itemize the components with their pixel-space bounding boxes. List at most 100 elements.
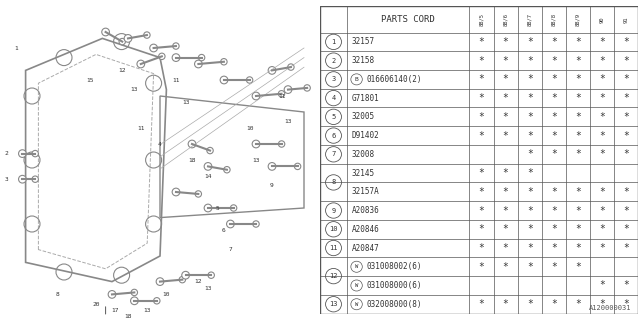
Text: *: *: [623, 281, 629, 291]
Circle shape: [221, 59, 227, 65]
Text: 11: 11: [329, 245, 338, 251]
Text: *: *: [575, 131, 581, 140]
Text: *: *: [599, 243, 605, 253]
Text: 4: 4: [332, 95, 335, 101]
Text: *: *: [527, 187, 532, 197]
Text: *: *: [599, 224, 605, 234]
Text: *: *: [575, 299, 581, 309]
Text: 32158: 32158: [352, 56, 375, 65]
Text: *: *: [551, 299, 557, 309]
Text: *: *: [575, 74, 581, 84]
Text: *: *: [599, 112, 605, 122]
Circle shape: [108, 291, 116, 298]
Text: 2: 2: [4, 151, 8, 156]
Circle shape: [119, 38, 125, 45]
Text: 88/7: 88/7: [527, 13, 532, 26]
Text: *: *: [502, 224, 509, 234]
Text: 11: 11: [137, 125, 145, 131]
Text: *: *: [479, 74, 484, 84]
Text: *: *: [599, 205, 605, 216]
Text: *: *: [479, 187, 484, 197]
Circle shape: [172, 54, 180, 61]
Text: 32145: 32145: [352, 169, 375, 178]
Text: *: *: [551, 243, 557, 253]
Text: *: *: [599, 56, 605, 66]
Circle shape: [253, 221, 259, 227]
Circle shape: [154, 298, 160, 304]
Text: B: B: [355, 77, 358, 82]
Text: *: *: [623, 205, 629, 216]
Text: 11: 11: [172, 77, 180, 83]
Text: *: *: [479, 262, 484, 272]
Text: PARTS CORD: PARTS CORD: [381, 15, 435, 24]
Text: *: *: [502, 112, 509, 122]
Text: 7: 7: [228, 247, 232, 252]
Text: 8: 8: [56, 292, 60, 297]
Text: *: *: [575, 187, 581, 197]
Text: A20846: A20846: [352, 225, 380, 234]
Text: D91402: D91402: [352, 131, 380, 140]
Text: A20847: A20847: [352, 244, 380, 252]
Text: *: *: [575, 149, 581, 159]
Circle shape: [268, 163, 276, 170]
Text: *: *: [527, 93, 532, 103]
Circle shape: [252, 140, 260, 148]
Circle shape: [182, 271, 189, 279]
Circle shape: [204, 163, 212, 170]
Circle shape: [294, 163, 301, 170]
Text: *: *: [527, 112, 532, 122]
Circle shape: [172, 188, 180, 196]
Text: *: *: [551, 262, 557, 272]
Text: *: *: [623, 243, 629, 253]
Text: 9: 9: [270, 183, 274, 188]
Text: *: *: [527, 243, 532, 253]
Circle shape: [159, 53, 165, 60]
Text: *: *: [599, 131, 605, 140]
Text: *: *: [479, 205, 484, 216]
Text: *: *: [551, 149, 557, 159]
Circle shape: [156, 278, 164, 285]
Text: *: *: [575, 37, 581, 47]
Text: *: *: [575, 243, 581, 253]
Text: *: *: [527, 149, 532, 159]
Text: *: *: [599, 93, 605, 103]
Text: *: *: [575, 93, 581, 103]
Text: 32008: 32008: [352, 150, 375, 159]
Circle shape: [288, 64, 294, 70]
Text: *: *: [551, 224, 557, 234]
Text: 5: 5: [216, 205, 220, 211]
Text: *: *: [623, 112, 629, 122]
Text: *: *: [575, 112, 581, 122]
Text: 1: 1: [332, 39, 335, 45]
Text: 17: 17: [111, 308, 119, 313]
Text: *: *: [623, 93, 629, 103]
Text: *: *: [502, 131, 509, 140]
Text: *: *: [623, 56, 629, 66]
Text: *: *: [551, 131, 557, 140]
Text: *: *: [502, 56, 509, 66]
Text: 3: 3: [4, 177, 8, 182]
Text: 88/8: 88/8: [551, 13, 556, 26]
Text: 2: 2: [332, 58, 335, 64]
Text: *: *: [502, 262, 509, 272]
Text: *: *: [551, 37, 557, 47]
Text: *: *: [527, 205, 532, 216]
Text: *: *: [623, 149, 629, 159]
Circle shape: [144, 32, 150, 38]
Text: *: *: [623, 299, 629, 309]
Text: *: *: [575, 262, 581, 272]
Text: *: *: [623, 224, 629, 234]
Circle shape: [224, 166, 230, 173]
Text: *: *: [551, 93, 557, 103]
Text: *: *: [551, 74, 557, 84]
Text: *: *: [479, 56, 484, 66]
Circle shape: [220, 76, 228, 84]
Text: 12: 12: [118, 68, 125, 73]
Text: 12: 12: [195, 279, 202, 284]
Text: 13: 13: [182, 100, 189, 105]
Text: *: *: [527, 131, 532, 140]
Circle shape: [195, 191, 202, 197]
Text: *: *: [527, 224, 532, 234]
Text: 88/6: 88/6: [503, 13, 508, 26]
Text: *: *: [599, 37, 605, 47]
